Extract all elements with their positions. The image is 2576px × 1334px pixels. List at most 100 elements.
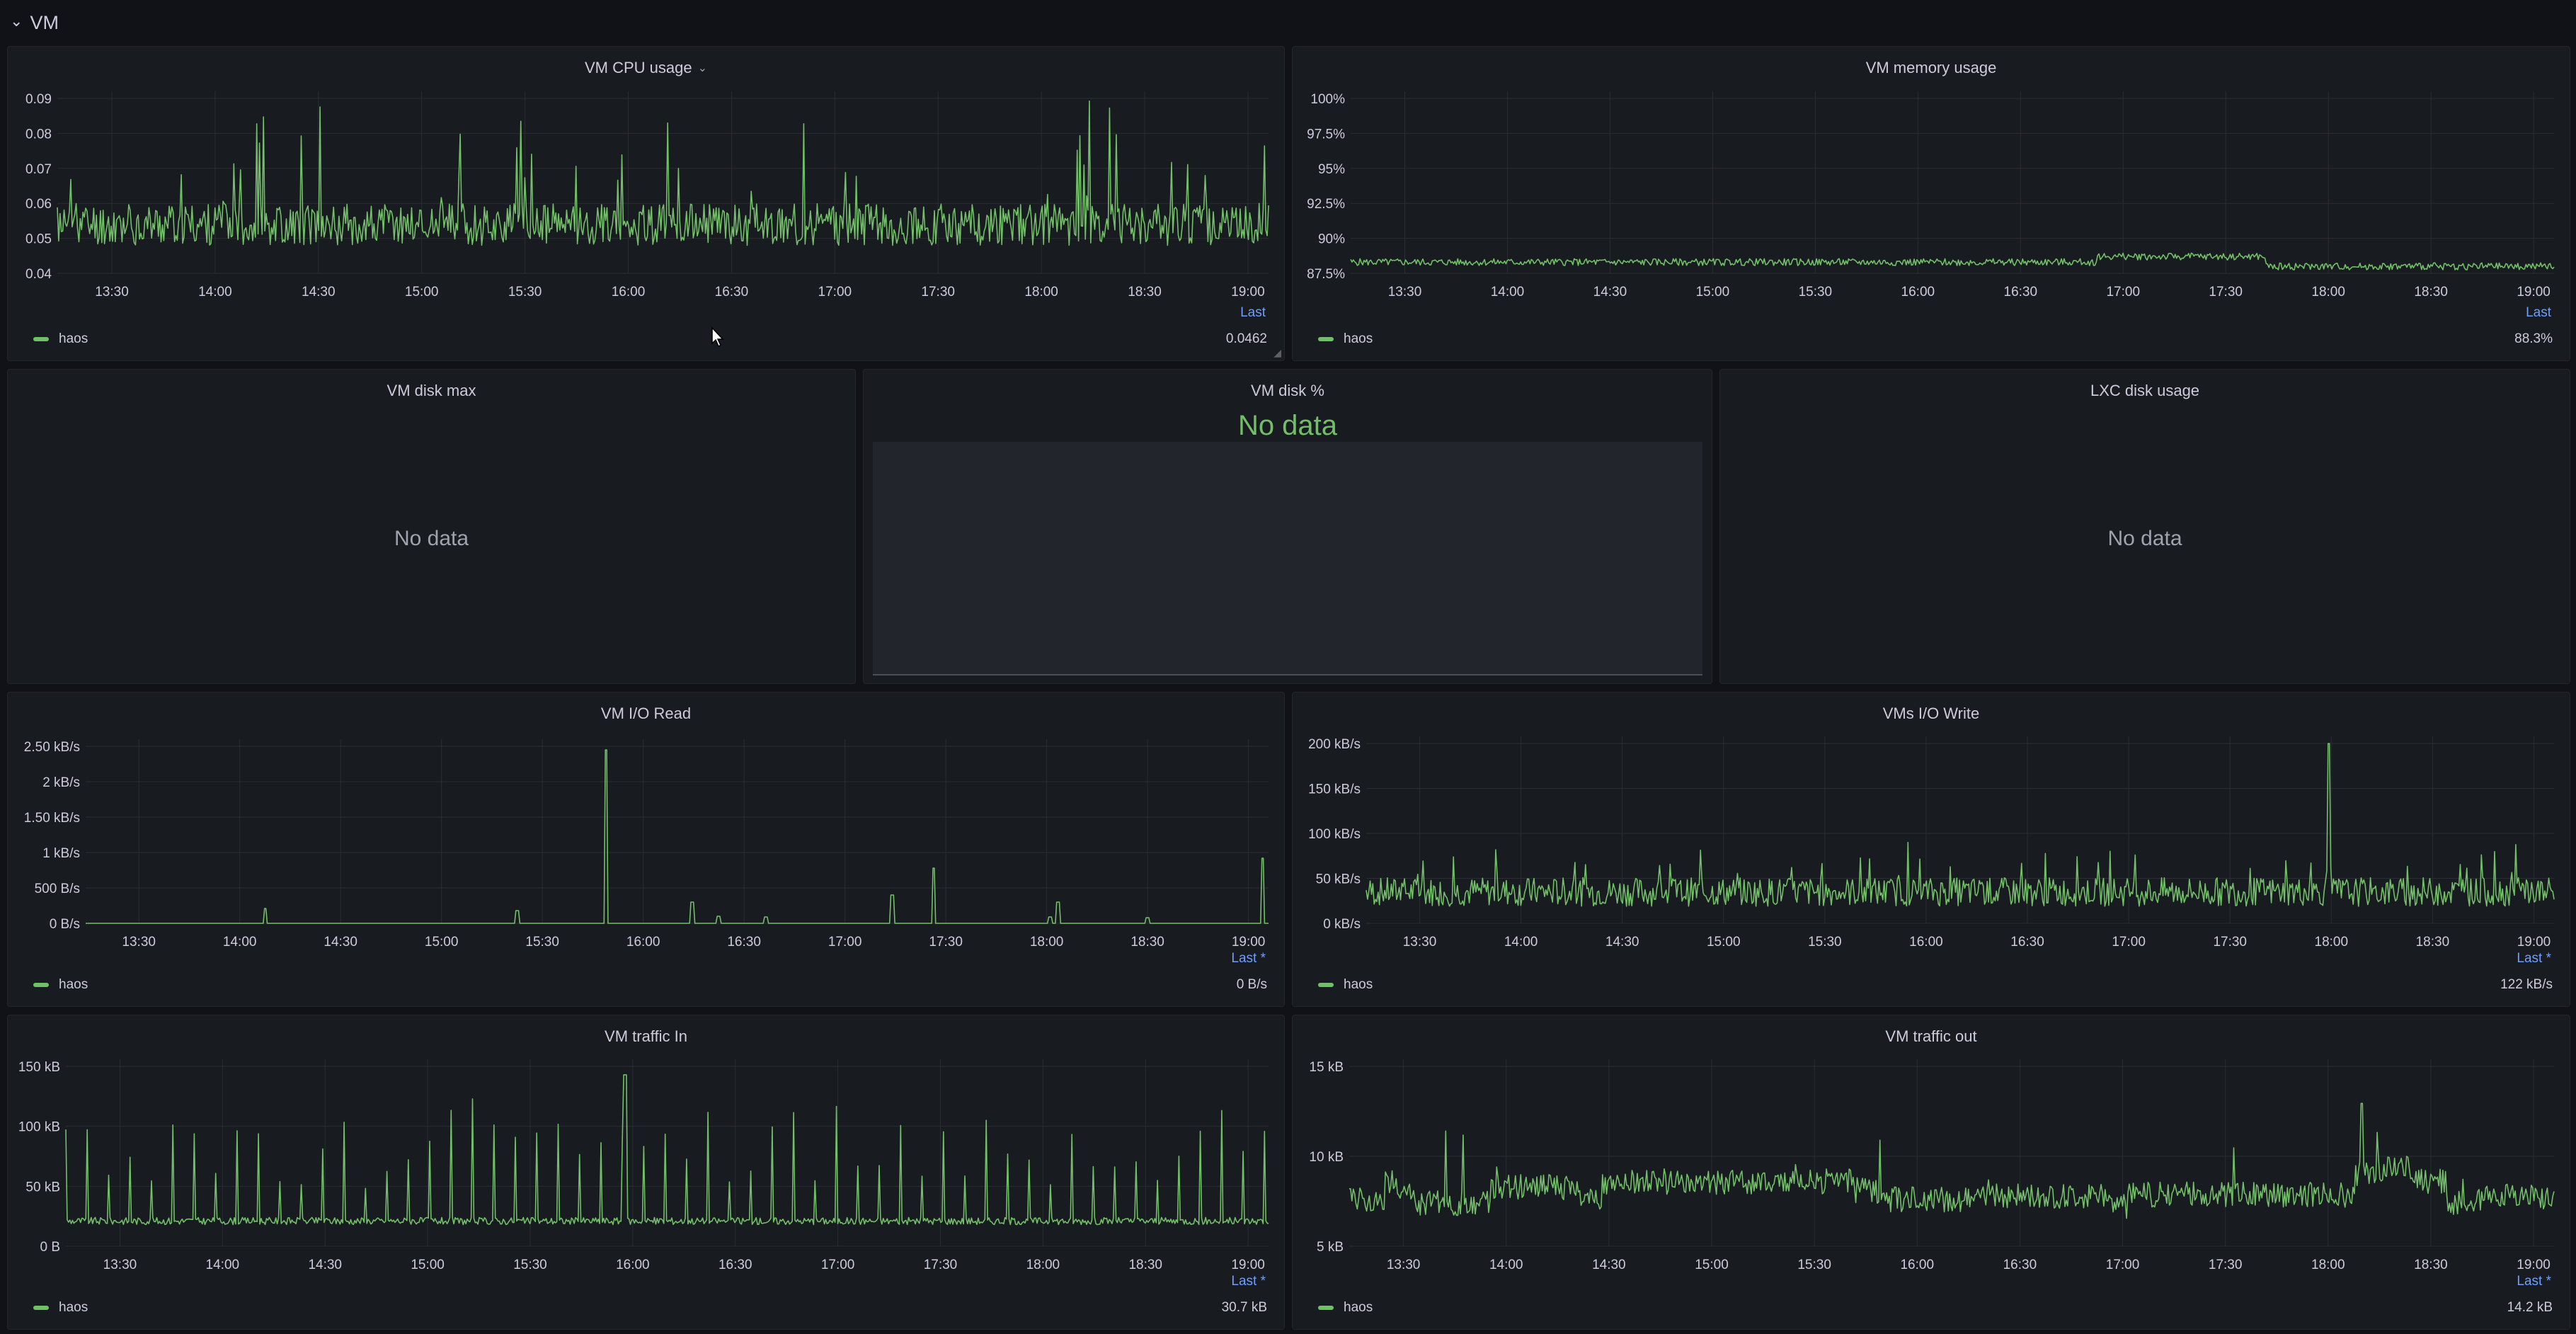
y-tick-label: 2.50 kB/s — [24, 740, 80, 755]
x-tick-label: 19:00 — [1231, 1258, 1265, 1272]
series-line-haos — [57, 100, 1269, 246]
legend-row[interactable]: haos 122 kB/s — [1300, 973, 2563, 997]
legend-last-header[interactable]: Last * — [2517, 951, 2551, 966]
legend-series-name[interactable]: haos — [1344, 331, 1373, 346]
x-tick-label: 18:00 — [1026, 1258, 1060, 1272]
traffic-out-chart[interactable]: 15 kB 10 kB 5 kB 13:30 14:00 14:30 15:00 15:30 1… — [1293, 1015, 2571, 1284]
panel-title[interactable]: VM disk max — [8, 380, 855, 402]
legend-last-header[interactable]: Last * — [1231, 951, 1266, 966]
legend-series-name[interactable]: haos — [59, 1300, 88, 1315]
y-tick-label: 100 kB — [18, 1120, 60, 1135]
panel-title[interactable]: VMs I/O Write — [1293, 702, 2570, 725]
panel-title-text: VM disk max — [387, 382, 476, 399]
panel-vm-disk-percent[interactable]: VM disk % No data — [863, 369, 1712, 684]
panel-vm-traffic-in[interactable]: VM traffic In 150 kB 100 kB 50 kB 0 B 13:30 1… — [7, 1015, 1285, 1330]
legend-row[interactable]: haos 88.3% — [1300, 327, 2563, 351]
panel-title[interactable]: VM disk % — [864, 380, 1712, 402]
io-read-chart[interactable]: 2.50 kB/s 2 kB/s 1.50 kB/s 1 kB/s 500 B/s 0 B… — [8, 692, 1286, 962]
y-tick-label: 0 B — [40, 1240, 60, 1255]
x-tick-label: 17:00 — [2106, 285, 2140, 300]
legend-last-header[interactable]: Last * — [2517, 1274, 2551, 1289]
x-tick-label: 14:30 — [1593, 285, 1627, 300]
memory-chart[interactable]: 100% 97.5% 95% 92.5% 90% 87.5% 13:30 14:00 14:30… — [1293, 47, 2571, 316]
panel-vm-disk-max[interactable]: VM disk max No data — [7, 369, 856, 684]
series-line-haos — [65, 1074, 1269, 1226]
x-tick-label: 14:00 — [198, 285, 232, 300]
x-tick-label: 14:00 — [1489, 1258, 1523, 1272]
legend-series-name[interactable]: haos — [1344, 1300, 1373, 1315]
panel-vm-cpu-usage[interactable]: VM CPU usage ⌄ 0.09 0.08 0.07 0.06 0.05 0.04 1… — [7, 46, 1285, 361]
y-tick-label: 0 B/s — [50, 917, 80, 932]
x-tick-label: 19:00 — [1231, 285, 1265, 300]
cpu-chart[interactable]: 0.09 0.08 0.07 0.06 0.05 0.04 13:30 14:00 14:30 1… — [8, 47, 1286, 316]
x-tick-label: 16:30 — [727, 935, 761, 950]
panel-title[interactable]: VM traffic out — [1293, 1025, 2570, 1048]
panel-vms-io-write[interactable]: VMs I/O Write 200 kB/s 150 kB/s 100 kB/s 50… — [1292, 692, 2570, 1007]
legend-value: 14.2 kB — [2507, 1300, 2553, 1315]
x-tick-label: 15:30 — [508, 285, 542, 300]
x-tick-label: 15:30 — [513, 1258, 547, 1272]
panel-title-text: VM disk % — [1251, 382, 1324, 399]
x-tick-label: 16:30 — [2004, 285, 2038, 300]
legend-swatch — [1318, 1306, 1334, 1310]
panel-lxc-disk-usage[interactable]: LXC disk usage No data — [1719, 369, 2570, 684]
x-tick-label: 17:30 — [2209, 1258, 2243, 1272]
y-tick-label: 92.5% — [1307, 197, 1345, 212]
legend-last-header[interactable]: Last — [2526, 305, 2551, 320]
legend-row[interactable]: haos 14.2 kB — [1300, 1296, 2563, 1320]
y-tick-label: 0.05 — [25, 232, 52, 247]
y-tick-label: 500 B/s — [35, 882, 80, 896]
chevron-down-icon[interactable]: ⌄ — [697, 62, 708, 74]
panel-title-text: VM I/O Read — [600, 705, 692, 722]
panel-vm-memory-usage[interactable]: VM memory usage 100% 97.5% 95% 92.5% 90% 87.5… — [1292, 46, 2570, 361]
panel-title[interactable]: VM memory usage — [1293, 57, 2570, 79]
x-tick-label: 19:00 — [2517, 1258, 2551, 1272]
legend-row[interactable]: haos 0.0462 — [15, 327, 1277, 351]
x-tick-label: 14:00 — [1504, 935, 1538, 950]
legend-value: 0.0462 — [1225, 331, 1267, 346]
resize-handle-icon[interactable]: ◢ — [1273, 347, 1281, 358]
x-tick-label: 13:30 — [122, 935, 156, 950]
x-tick-label: 19:00 — [1232, 935, 1266, 950]
legend-last-header[interactable]: Last — [1240, 305, 1266, 320]
legend-series-name[interactable]: haos — [59, 331, 88, 346]
no-data-message: No data — [394, 526, 469, 550]
x-tick-label: 18:00 — [1030, 935, 1064, 950]
legend-row[interactable]: haos 0 B/s — [15, 973, 1277, 997]
x-tick-label: 16:00 — [612, 285, 646, 300]
y-tick-label: 0 kB/s — [1323, 917, 1361, 932]
panel-vm-io-read[interactable]: VM I/O Read 2.50 kB/s 2 kB/s 1.50 kB/s 1 kB… — [7, 692, 1285, 1007]
x-tick-label: 14:00 — [223, 935, 257, 950]
y-tick-label: 87.5% — [1307, 267, 1345, 282]
x-tick-label: 16:00 — [1909, 935, 1943, 950]
series-line-haos — [1349, 1102, 2555, 1219]
panel-title-text: VM CPU usage — [584, 59, 692, 76]
y-tick-label: 0.07 — [25, 162, 52, 177]
x-tick-label: 13:30 — [95, 285, 129, 300]
x-tick-label: 15:30 — [525, 935, 559, 950]
legend-series-name[interactable]: haos — [1344, 977, 1373, 992]
legend-swatch — [33, 337, 49, 341]
x-tick-label: 15:30 — [1799, 285, 1833, 300]
io-write-chart[interactable]: 200 kB/s 150 kB/s 100 kB/s 50 kB/s 0 kB/s 13:… — [1293, 692, 2571, 962]
x-tick-label: 14:30 — [1592, 1258, 1626, 1272]
legend-row[interactable]: haos 30.7 kB — [15, 1296, 1277, 1320]
panel-title[interactable]: LXC disk usage — [1720, 380, 2570, 402]
legend-swatch — [33, 983, 49, 987]
panel-vm-traffic-out[interactable]: VM traffic out 15 kB 10 kB 5 kB 13:30 14:00 1… — [1292, 1015, 2570, 1330]
x-tick-label: 19:00 — [2517, 935, 2551, 950]
x-tick-label: 18:00 — [2311, 285, 2345, 300]
panel-title[interactable]: VM traffic In — [8, 1025, 1284, 1048]
legend-series-name[interactable]: haos — [59, 977, 88, 992]
row-header-vm[interactable]: ⌄ VM — [10, 6, 59, 40]
traffic-in-chart[interactable]: 150 kB 100 kB 50 kB 0 B 13:30 14:00 14:30 15:00… — [8, 1015, 1286, 1284]
x-tick-label: 16:30 — [2003, 1258, 2037, 1272]
legend-value: 88.3% — [2514, 331, 2553, 346]
legend-last-header[interactable]: Last * — [1231, 1274, 1266, 1289]
panel-title[interactable]: VM I/O Read — [8, 702, 1284, 725]
chevron-down-icon[interactable]: ⌄ — [10, 12, 23, 30]
x-tick-label: 17:00 — [828, 935, 862, 950]
panel-title[interactable]: VM CPU usage ⌄ — [8, 57, 1284, 79]
panel-title-text: VM traffic out — [1885, 1027, 1977, 1045]
x-tick-label: 14:00 — [1491, 285, 1525, 300]
